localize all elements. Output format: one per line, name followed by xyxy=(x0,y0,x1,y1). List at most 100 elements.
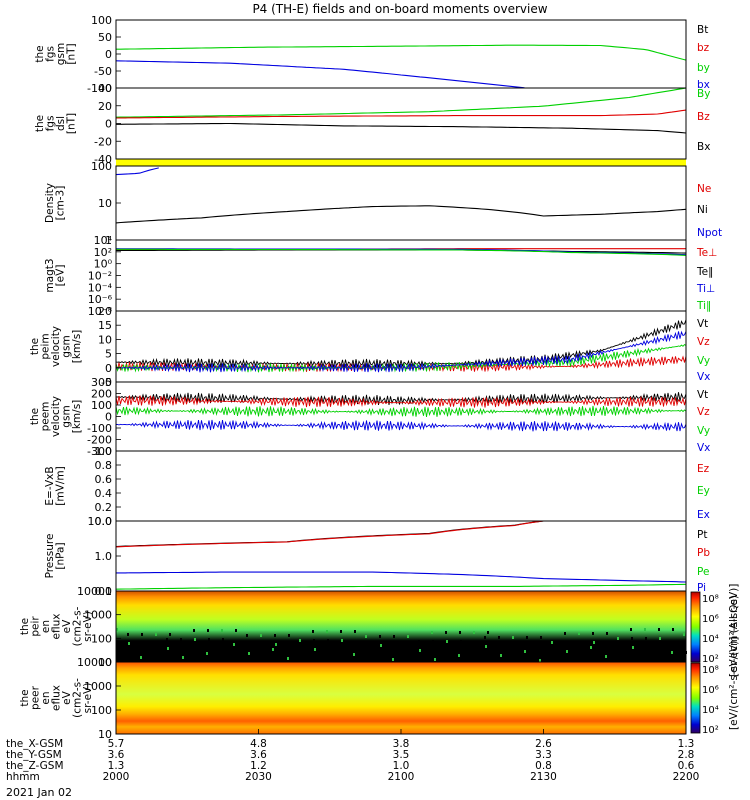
legend-fgs_gsm-1: bz xyxy=(697,42,710,54)
ylabel-peir_en_eflux-3: eflux xyxy=(51,614,63,640)
spectrogram-speckle-60 xyxy=(446,640,448,643)
ylabel-peim_velocity-4: [km/s] xyxy=(71,330,83,364)
ytick-fgs_gsm-3: -50 xyxy=(94,65,112,78)
ytick-peir_en_eflux-0: 10000 xyxy=(77,585,112,598)
spectrogram-speckle-14 xyxy=(288,634,290,637)
date-label: 2021 Jan 02 xyxy=(6,786,72,799)
series-fgs_dsl-By xyxy=(115,87,687,118)
ylabel-peim_velocity-3: gsm xyxy=(61,335,73,357)
ylabel-peir_en_eflux-4: eV xyxy=(61,619,73,633)
spectrogram-speckle-62 xyxy=(552,650,554,653)
ytick-efield-3: 0.4 xyxy=(95,487,113,500)
spectrogram-speckle-63 xyxy=(605,655,607,658)
spectrogram-speckle-1 xyxy=(169,633,171,636)
legend-peem_velocity-2: Vy xyxy=(697,425,710,437)
spectrogram-speckle-83 xyxy=(525,659,527,662)
ytick-fgs_dsl-2: 0 xyxy=(105,118,112,131)
ytick-fgs_gsm-1: 50 xyxy=(98,31,112,44)
ylabel-peer_en_eflux-3: eflux xyxy=(51,685,63,711)
ylabel-pressure-0: Pressure xyxy=(44,534,56,579)
spectrogram-speckle-20 xyxy=(606,632,608,635)
spectrogram-speckle-35 xyxy=(261,643,263,646)
spectrogram-speckle-46 xyxy=(274,634,276,637)
legend-pressure-2: Pe xyxy=(697,566,709,578)
xtick-3-0: 2000 xyxy=(103,771,130,783)
colorbar-bottom xyxy=(690,662,701,734)
legend-peim_velocity-2: Vy xyxy=(697,355,710,367)
spectrogram-speckle-70 xyxy=(406,658,408,661)
spectrogram-speckle-41 xyxy=(579,641,581,644)
spectrogram-speckle-7 xyxy=(487,631,489,634)
x-axis-tick-labels: the_X-GSM 5.7 4.8 3.8 2.6 1.3 the_Y-GSM 3.6 3.6 3… xyxy=(6,729,699,783)
series-peim_velocity-Vx xyxy=(115,330,687,373)
spectrogram-speckle-115 xyxy=(511,659,513,662)
spectrogram-speckle-111 xyxy=(299,639,301,642)
spectrogram-speckle-0 xyxy=(116,628,118,631)
legend-fgs_gsm-0: Bt xyxy=(697,24,708,36)
spectrogram-speckle-117 xyxy=(617,637,619,640)
series-pressure-Pe xyxy=(115,583,687,590)
ylabel-peem_velocity-4: [km/s] xyxy=(71,400,83,434)
spectrogram-peir-texture xyxy=(116,628,687,662)
spectrogram-speckle-76 xyxy=(154,656,156,659)
spectrogram-speckle-137 xyxy=(537,641,539,644)
spectrogram-speckle-125 xyxy=(471,645,473,648)
colorbar-tick-0-2: 10⁴ xyxy=(702,634,719,645)
spectrogram-speckle-31 xyxy=(619,655,621,658)
ytick-pressure-2: 0.1 xyxy=(95,585,113,598)
series-fgs_gsm-by xyxy=(116,44,687,61)
spectrogram-speckle-92 xyxy=(432,640,434,643)
ylabel-fgs_gsm-3: [nT] xyxy=(66,43,78,64)
legend-peem_velocity-3: Vx xyxy=(697,442,710,454)
spectrogram-speckle-3 xyxy=(275,643,277,646)
ylabel-peem_velocity-3: gsm xyxy=(61,405,73,427)
ytick-fgs_gsm-2: 0 xyxy=(105,48,112,61)
spectrogram-speckle-99 xyxy=(233,643,235,646)
xrow-label-2: the_Z-GSM xyxy=(6,760,64,772)
ytick-peer_en_eflux-0: 10000 xyxy=(77,656,112,669)
spectrogram-speckle-29 xyxy=(513,645,515,648)
spectrogram-speckle-95 xyxy=(591,655,593,658)
ytick-fgs_dsl-4: -40 xyxy=(94,153,112,166)
ylabel-peem_velocity-1: peem xyxy=(40,402,52,432)
spectrogram-speckle-17 xyxy=(447,649,449,652)
spectrogram-peir-fill xyxy=(116,591,686,662)
ylabel-peer_en_eflux-4: eV xyxy=(61,690,73,704)
spectrogram-speckle-54 xyxy=(128,642,130,645)
spectrogram-speckle-32 xyxy=(672,628,674,631)
ytick-peem_velocity-6: -300 xyxy=(87,445,112,458)
spectrogram-peer xyxy=(116,662,686,734)
ylabel-fgs_gsm-1: fgs xyxy=(45,46,57,62)
spectrogram-speckle-69 xyxy=(353,653,355,656)
spectrogram-speckle-49 xyxy=(433,649,435,652)
series-peem_velocity-Vx xyxy=(115,419,687,432)
spectrogram-speckle-123 xyxy=(365,635,367,638)
legend-fgs_gsm-2: by xyxy=(697,62,710,74)
ytick-efield-5: 0.0 xyxy=(95,515,113,528)
ylabel-peir_en_eflux-6: sr-eV) xyxy=(82,611,94,642)
ylabel-fgs_dsl-3: [nT] xyxy=(66,113,78,134)
spectrogram-speckle-108 xyxy=(140,656,142,659)
series-density-Ni xyxy=(115,205,687,224)
colorbar-tick-0-1: 10⁶ xyxy=(702,614,719,625)
spectrogram-speckle-64 xyxy=(658,628,660,631)
spectrogram-peir xyxy=(116,591,687,662)
ytick-pressure-1: 1.0 xyxy=(95,550,113,563)
xtick-2-4: 0.6 xyxy=(678,760,695,772)
colorbar-tick-1-3: 10² xyxy=(702,725,719,736)
spectrogram-speckle-11 xyxy=(129,651,131,654)
spectrogram-speckle-118 xyxy=(670,642,672,645)
xtick-0-0: 5.7 xyxy=(108,738,125,750)
spectrogram-speckle-81 xyxy=(419,649,421,652)
spectrogram-speckle-24 xyxy=(248,652,250,655)
xrow-label-0: the_X-GSM xyxy=(6,738,63,750)
ytick-peim_velocity-0: 20 xyxy=(98,305,112,318)
spectrogram-speckle-77 xyxy=(207,629,209,632)
xtick-3-4: 2200 xyxy=(673,771,700,783)
spectrogram-speckle-127 xyxy=(577,655,579,658)
xrow-label-3: hhmm xyxy=(6,771,40,783)
ytick-peir_en_eflux-3: 10 xyxy=(98,656,112,669)
spectrogram-speckle-74 xyxy=(618,646,620,649)
ytick-peer_en_eflux-3: 10 xyxy=(98,728,112,741)
ylabel-peer_en_eflux-1: peer xyxy=(30,685,42,710)
